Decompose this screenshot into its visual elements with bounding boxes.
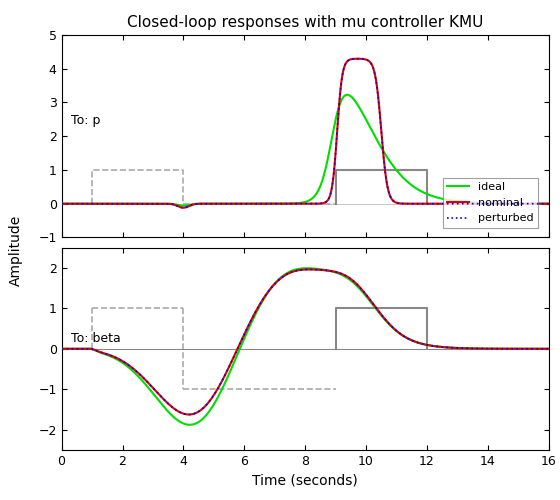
Text: To: p: To: p [71,114,101,126]
Legend: ideal, nominal, perturbed: ideal, nominal, perturbed [443,178,538,228]
Text: Amplitude: Amplitude [8,214,22,286]
Text: To: beta: To: beta [71,332,121,345]
X-axis label: Time (seconds): Time (seconds) [253,474,358,488]
Title: Closed-loop responses with mu controller KMU: Closed-loop responses with mu controller… [127,14,483,30]
